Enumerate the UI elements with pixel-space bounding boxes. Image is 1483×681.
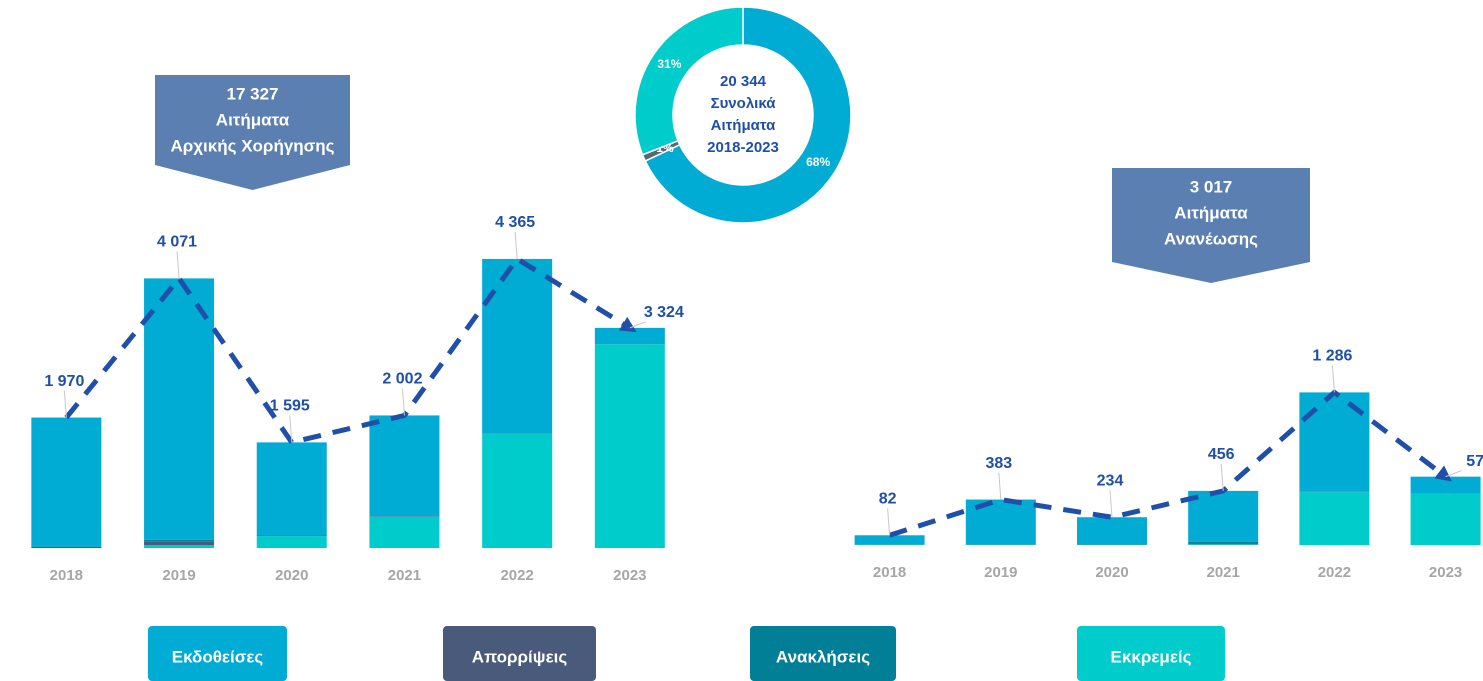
bar-segment: [144, 539, 215, 542]
donut-center-text: 2018-2023: [707, 139, 779, 156]
bar-segment: [256, 535, 327, 537]
data-label: 2 002: [382, 371, 422, 388]
donut-center-text: Συνολικά: [711, 95, 777, 112]
leader-line: [63, 390, 67, 418]
leader-line: [998, 472, 1002, 500]
data-label: 4 071: [157, 234, 197, 251]
data-label: 3 324: [644, 304, 684, 321]
leader-line: [1220, 463, 1224, 491]
data-label: 383: [985, 455, 1012, 472]
leader-line: [887, 508, 891, 536]
bar-segment: [482, 258, 553, 434]
donut-label: 68%: [806, 155, 830, 169]
x-tick-label: 2019: [162, 567, 195, 584]
bar-segment: [1410, 476, 1481, 494]
bar-segment: [31, 547, 102, 548]
data-label: 1 595: [270, 398, 310, 415]
bar-segment: [1188, 544, 1259, 545]
x-tick-label: 2020: [1095, 564, 1128, 581]
data-label: 456: [1208, 446, 1235, 463]
data-label: 1 970: [44, 373, 84, 390]
leader-line: [1331, 365, 1335, 393]
bar-segment: [1077, 517, 1147, 545]
legend-label: Απορρίψεις: [472, 647, 568, 666]
x-tick-label: 2021: [388, 567, 421, 584]
leader-line: [289, 415, 293, 443]
legend-label: Εκδοθείσες: [172, 647, 264, 666]
x-tick-label: 2022: [1318, 564, 1351, 581]
bar-segment: [256, 536, 327, 548]
leader-line: [1445, 470, 1462, 478]
bar-segment: [1410, 493, 1481, 545]
legend-button: [443, 626, 596, 681]
leader-line: [514, 231, 518, 259]
callout-banner: [1112, 168, 1310, 283]
x-tick-label: 2021: [1207, 564, 1240, 581]
donut-label: 31%: [657, 57, 681, 71]
callout-text: 17 327: [227, 84, 279, 103]
leader-line: [176, 251, 180, 279]
bar-segment: [144, 545, 215, 548]
leader-line: [401, 388, 405, 416]
bar-segment: [482, 434, 553, 548]
x-tick-label: 2022: [500, 567, 533, 584]
bar-segment: [1188, 490, 1259, 542]
bar-segment: [594, 327, 665, 345]
bar-segment: [594, 344, 665, 548]
x-tick-label: 2018: [50, 567, 83, 584]
legend-label: Εκκρεμείς: [1111, 647, 1192, 666]
leader-line: [1109, 490, 1113, 518]
bar-segment: [1188, 541, 1259, 544]
donut-center-text: Αιτήματα: [711, 117, 777, 134]
x-tick-label: 2019: [984, 564, 1017, 581]
donut-segment: [644, 6, 852, 224]
data-label: 4 365: [495, 214, 535, 231]
callout-text: Αρχικής Χορήγησης: [170, 136, 334, 155]
bar-segment: [369, 415, 440, 517]
x-tick-label: 2023: [1429, 564, 1462, 581]
totals-line: [64, 255, 637, 446]
bar-segment: [1188, 543, 1259, 545]
leader-line: [629, 321, 647, 329]
bar-segment: [256, 442, 327, 536]
callout-banner: [155, 75, 350, 190]
data-label: 82: [879, 490, 897, 507]
data-label: 234: [1097, 472, 1124, 489]
x-tick-label: 2018: [873, 564, 906, 581]
totals-line: [888, 389, 1452, 538]
legend-button: [1077, 626, 1225, 681]
bar-segment: [144, 278, 215, 540]
bar-segment: [369, 516, 440, 548]
donut-segment: [634, 6, 744, 156]
callout-text: 3 017: [1190, 177, 1233, 196]
legend-button: [750, 626, 896, 681]
callout-text: Αιτήματα: [216, 110, 290, 129]
bar-segment: [1299, 392, 1370, 492]
donut-center-text: 20 344: [720, 73, 767, 90]
callout-text: Αιτήματα: [1174, 203, 1248, 222]
data-label: 1 286: [1312, 348, 1352, 365]
data-label: 576: [1466, 453, 1483, 470]
x-tick-label: 2023: [613, 567, 646, 584]
x-tick-label: 2020: [275, 567, 308, 584]
legend-button: [148, 626, 287, 681]
bar-segment: [1299, 492, 1370, 545]
legend-label: Ανακλήσεις: [776, 647, 870, 666]
bar-segment: [144, 541, 215, 546]
bar-segment: [31, 417, 102, 547]
bar-segment: [854, 535, 925, 545]
callout-text: Ανανέωσης: [1164, 229, 1258, 248]
